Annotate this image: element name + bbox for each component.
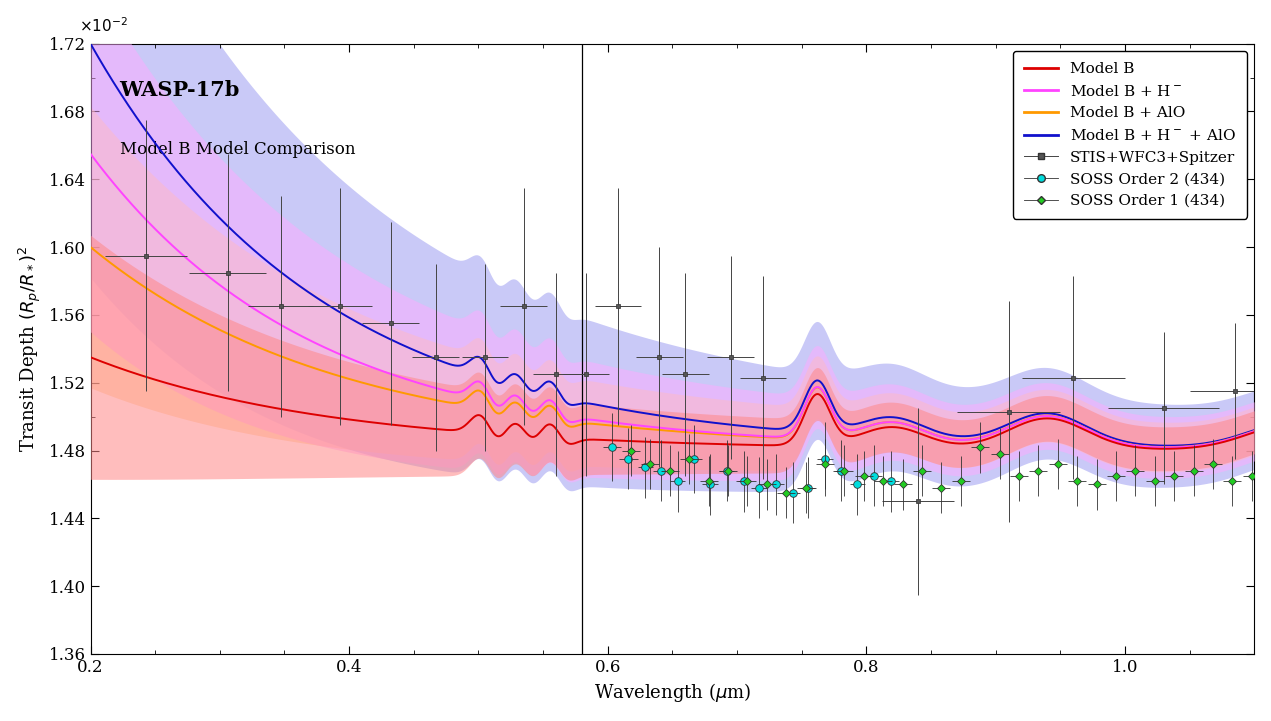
Y-axis label: Transit Depth $(R_p/R_*)^2$: Transit Depth $(R_p/R_*)^2$ [17, 246, 43, 452]
X-axis label: Wavelength ($\mu$m): Wavelength ($\mu$m) [594, 681, 751, 704]
Text: $\times 10^{-2}$: $\times 10^{-2}$ [79, 16, 128, 35]
Text: WASP-17b: WASP-17b [119, 80, 240, 100]
Legend: Model B, Model B + H$^-$, Model B + AlO, Model B + H$^-$ + AlO, STIS+WFC3+Spitze: Model B, Model B + H$^-$, Model B + AlO,… [1013, 51, 1247, 218]
Text: Model B Model Comparison: Model B Model Comparison [119, 141, 355, 159]
